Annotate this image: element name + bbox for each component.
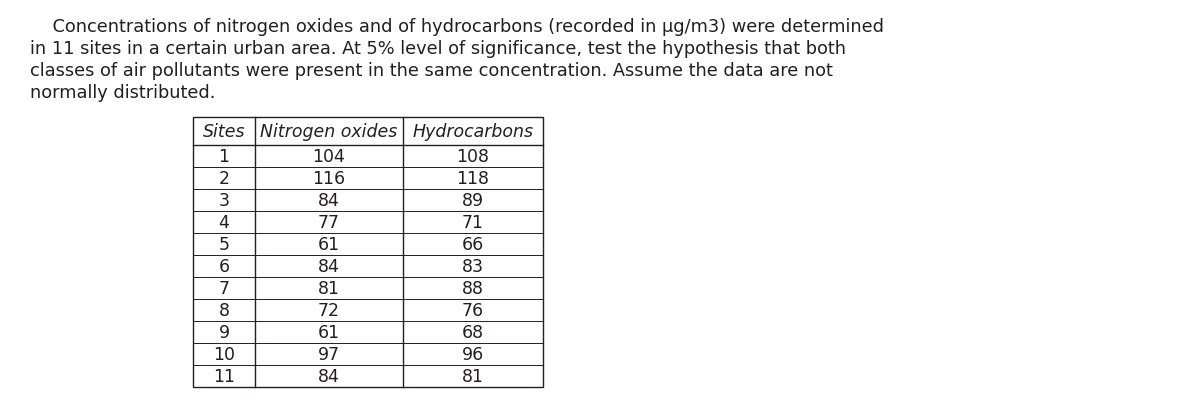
Text: Concentrations of nitrogen oxides and of hydrocarbons (recorded in µg/m3) were d: Concentrations of nitrogen oxides and of… (30, 18, 884, 36)
Text: 81: 81 (462, 367, 484, 385)
Text: 9: 9 (218, 323, 229, 341)
Text: 2: 2 (218, 170, 229, 188)
Text: 84: 84 (318, 367, 340, 385)
Text: 5: 5 (218, 235, 229, 254)
Text: Sites: Sites (203, 123, 245, 141)
Text: 7: 7 (218, 279, 229, 297)
Text: 81: 81 (318, 279, 340, 297)
Text: 66: 66 (462, 235, 484, 254)
Bar (193, 118, 542, 387)
Text: Nitrogen oxides: Nitrogen oxides (260, 123, 397, 141)
Text: 83: 83 (462, 257, 484, 275)
Text: 118: 118 (456, 170, 490, 188)
Text: Hydrocarbons: Hydrocarbons (413, 123, 534, 141)
Text: 116: 116 (312, 170, 346, 188)
Text: normally distributed.: normally distributed. (30, 84, 215, 102)
Text: 104: 104 (312, 148, 346, 166)
Text: 3: 3 (218, 192, 229, 209)
Text: 1: 1 (218, 148, 229, 166)
Text: 76: 76 (462, 301, 484, 319)
Text: 72: 72 (318, 301, 340, 319)
Text: 10: 10 (214, 345, 235, 363)
Text: 77: 77 (318, 213, 340, 231)
Text: in 11 sites in a certain urban area. At 5% level of significance, test the hypot: in 11 sites in a certain urban area. At … (30, 40, 846, 58)
Text: 84: 84 (318, 257, 340, 275)
Text: 96: 96 (462, 345, 484, 363)
Text: 4: 4 (218, 213, 229, 231)
Text: classes of air pollutants were present in the same concentration. Assume the dat: classes of air pollutants were present i… (30, 62, 833, 80)
Text: 108: 108 (456, 148, 490, 166)
Text: 11: 11 (214, 367, 235, 385)
Text: 97: 97 (318, 345, 340, 363)
Text: 61: 61 (318, 235, 340, 254)
Text: 71: 71 (462, 213, 484, 231)
Text: 68: 68 (462, 323, 484, 341)
Text: 61: 61 (318, 323, 340, 341)
Text: 8: 8 (218, 301, 229, 319)
Text: 88: 88 (462, 279, 484, 297)
Text: 89: 89 (462, 192, 484, 209)
Text: 6: 6 (218, 257, 229, 275)
Text: 84: 84 (318, 192, 340, 209)
